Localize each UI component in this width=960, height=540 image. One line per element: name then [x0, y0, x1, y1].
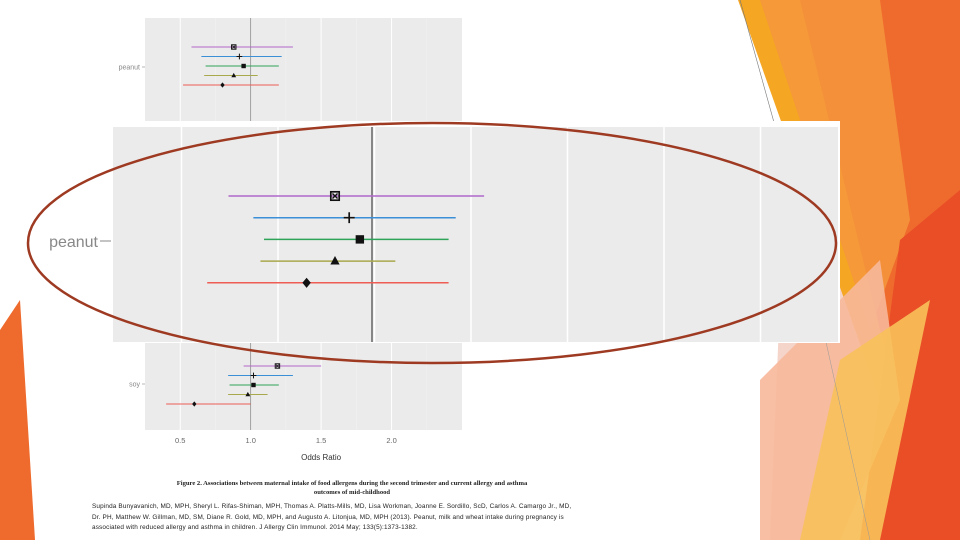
square-marker	[241, 63, 246, 69]
series-2-soy	[228, 372, 293, 379]
x-axis-label: Odds Ratio	[301, 453, 342, 462]
square-x-marker	[231, 44, 237, 50]
deco-shape-left-orange	[0, 300, 35, 540]
x-tick-label: 2.0	[386, 436, 396, 445]
inset-panel	[113, 127, 838, 342]
square-marker	[355, 235, 365, 244]
diamond-marker	[220, 82, 225, 88]
figure-caption: Figure 2. Associations between maternal …	[92, 480, 612, 497]
square-marker	[251, 382, 256, 388]
citation: Supinda Bunyavanich, MD, MPH, Sheryl L. …	[92, 502, 682, 534]
figure-caption-line: Figure 2. Associations between maternal …	[176, 480, 528, 487]
deco-shape-yellow-bottom	[800, 300, 930, 540]
series-2-peanut	[201, 53, 282, 60]
plus-marker	[236, 53, 243, 60]
series-3-peanut	[205, 63, 279, 69]
plus-marker	[250, 372, 257, 379]
square-x-marker-cross	[232, 45, 236, 49]
citation-line: Dr. PH, Matthew W. Gillman, MD, SM, Dian…	[92, 513, 564, 521]
citation-line: associated with reduced allergy and asth…	[92, 524, 418, 531]
series-3-soy	[229, 382, 279, 388]
triangle-marker	[231, 72, 237, 78]
series-4-peanut	[204, 72, 258, 78]
series-5-soy	[166, 401, 251, 407]
series-5-peanut	[183, 82, 279, 88]
triangle-marker	[245, 391, 251, 397]
inset-category-label: peanut	[49, 234, 98, 251]
x-tick-label: 0.5	[175, 436, 185, 445]
series-4-soy	[228, 391, 268, 397]
citation-line: Supinda Bunyavanich, MD, MPH, Sheryl L. …	[92, 503, 572, 510]
square-x-marker-cross	[275, 364, 280, 368]
x-tick-label: 1.0	[245, 436, 255, 445]
category-label: peanut	[119, 65, 140, 72]
category-label: soy	[129, 382, 140, 389]
series-1-peanut	[191, 44, 293, 50]
figure-caption-line: outcomes of mid-childhood	[313, 488, 391, 496]
x-tick-label: 1.5	[316, 436, 326, 445]
diamond-marker	[192, 401, 197, 407]
